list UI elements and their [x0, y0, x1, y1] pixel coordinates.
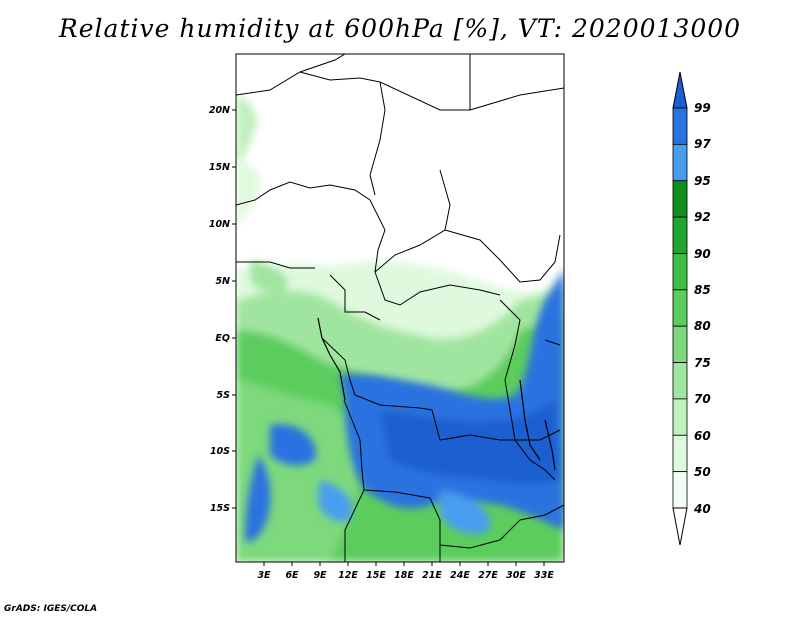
colorbar-label: 70 [694, 392, 711, 406]
colorbar-label: 80 [694, 319, 711, 333]
colorbar-cell [672, 216, 688, 254]
chart-title: Relative humidity at 600hPa [%], VT: 202… [58, 14, 742, 43]
colorbar-label: 97 [694, 137, 711, 151]
latitude-axis: 20N 15N 10N 5N EQ 5S 10S 15S [209, 105, 236, 514]
lon-tick-label: 9E [313, 570, 327, 581]
colorbar-label: 85 [694, 283, 711, 297]
lon-tick-label: 12E [338, 570, 358, 581]
lon-tick-label: 18E [394, 570, 414, 581]
lat-tick-label: 10S [210, 446, 230, 457]
colorbar-label: 92 [694, 210, 711, 224]
humidity-field [236, 54, 564, 562]
lat-tick-label: 15S [210, 503, 230, 514]
lat-tick-label: 20N [209, 105, 230, 116]
lon-tick-label: 6E [285, 570, 299, 581]
credit-text: GrADS: IGES/COLA [4, 604, 98, 614]
lat-tick-label: EQ [215, 333, 230, 344]
colorbar-cell [672, 253, 688, 291]
colorbar-cell [672, 398, 688, 436]
colorbar-label: 75 [694, 356, 711, 370]
map-frame [235, 53, 565, 563]
colorbar-label: 95 [694, 174, 711, 188]
lon-tick-label: 21E [422, 570, 442, 581]
colorbar-top-arrow [672, 71, 688, 109]
lon-tick-label: 33E [534, 570, 554, 581]
colorbar-cell [672, 434, 688, 473]
colorbar-cell [672, 325, 688, 363]
colorbar-cell [672, 107, 688, 145]
colorbar-cell [672, 362, 688, 400]
colorbar-label: 60 [694, 429, 711, 443]
colorbar-cell [672, 180, 688, 218]
lon-tick-label: 27E [478, 570, 498, 581]
longitude-axis: 3E 6E 9E 12E 15E 18E 21E 24E 27E 30E 33E [257, 562, 554, 581]
colorbar-bottom-arrow [672, 507, 688, 546]
colorbar-label: 50 [694, 465, 711, 479]
lat-tick-label: 15N [209, 162, 230, 173]
lon-tick-label: 24E [450, 570, 470, 581]
lat-tick-label: 10N [209, 219, 230, 230]
lat-tick-label: 5S [217, 390, 231, 401]
colorbar-label: 40 [693, 502, 711, 516]
lon-tick-label: 30E [506, 570, 526, 581]
colorbar-cell [672, 143, 688, 182]
colorbar-label: 90 [694, 247, 711, 261]
lat-tick-label: 5N [215, 276, 230, 287]
colorbar-label: 99 [694, 101, 711, 115]
colorbar-cell [672, 289, 688, 327]
colorbar: 99 97 95 92 90 85 80 75 70 60 50 40 [672, 71, 711, 546]
colorbar-cell [672, 471, 688, 509]
lon-tick-label: 15E [366, 570, 386, 581]
lon-tick-label: 3E [257, 570, 271, 581]
